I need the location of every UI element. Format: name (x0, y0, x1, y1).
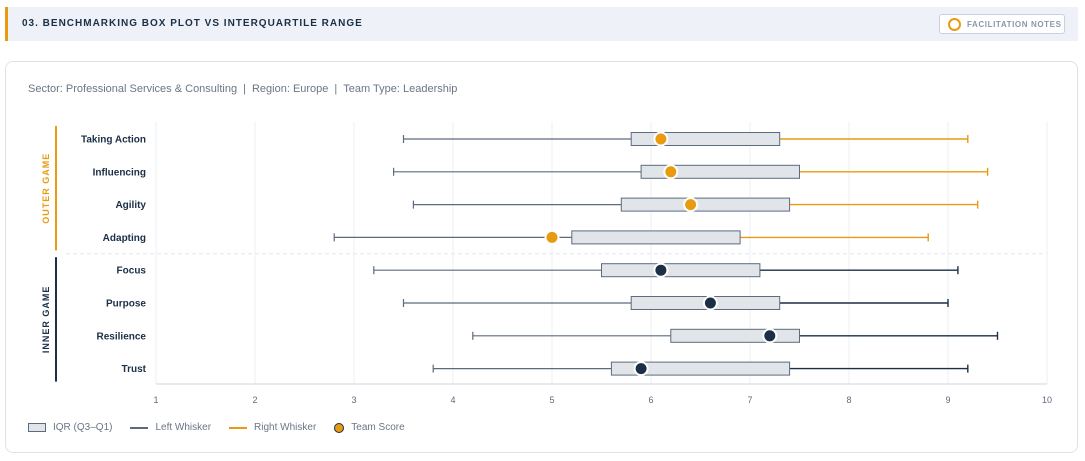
iqr-box (571, 230, 741, 245)
x-tick-label: 7 (747, 395, 752, 405)
iqr-box (640, 164, 800, 179)
x-tick-label: 9 (945, 395, 950, 405)
iqr-box (620, 197, 791, 212)
filter-separator: | (243, 83, 246, 95)
team-score-point (653, 262, 669, 278)
right-whisker-swatch (229, 426, 248, 429)
row-label: Purpose (106, 299, 146, 310)
section-header: 03. BENCHMARKING BOX PLOT VS INTERQUARTI… (5, 7, 1078, 41)
filter-summary: Sector: Professional Services & Consulti… (28, 83, 457, 95)
team-type-filter: Team Type: Leadership (343, 83, 458, 95)
group-label: INNER GAME (41, 286, 51, 354)
legend-right-whisker-label: Right Whisker (254, 422, 317, 433)
left-whisker-swatch (130, 426, 149, 429)
circle-icon (948, 17, 961, 31)
section-title: 03. BENCHMARKING BOX PLOT VS INTERQUARTI… (22, 18, 363, 29)
group-label: OUTER GAME (41, 153, 51, 224)
row-label: Focus (117, 266, 147, 277)
filter-separator: | (334, 83, 338, 95)
x-tick-label: 2 (252, 395, 257, 405)
x-tick-label: 6 (648, 395, 653, 405)
iqr-box (630, 132, 781, 146)
x-tick-label: 5 (549, 395, 554, 405)
row-label: Taking Action (81, 135, 146, 146)
iqr-box (610, 361, 791, 376)
chart-card: Sector: Professional Services & Consulti… (5, 61, 1078, 453)
team-score-point (653, 131, 669, 147)
row-label: Adapting (103, 233, 146, 244)
legend-left-whisker: Left Whisker (130, 422, 211, 433)
x-tick-label: 4 (450, 395, 455, 405)
x-tick-label: 1 (153, 395, 158, 405)
team-score-point (702, 295, 718, 311)
row-label: Agility (115, 200, 146, 211)
team-score-point (633, 361, 649, 377)
iqr-swatch (28, 423, 46, 432)
legend-right-whisker: Right Whisker (229, 422, 316, 433)
legend-left-whisker-label: Left Whisker (155, 422, 212, 433)
box-plot-chart: 1 2 3 4 5 6 7 8 9 10 OUTER GAME Taking Action Influe… (41, 122, 1052, 405)
iqr-box (670, 328, 800, 343)
legend-team-score-label: Team Score (351, 422, 405, 433)
x-tick-label: 10 (1042, 395, 1052, 405)
row-label: Resilience (97, 331, 147, 342)
sector-filter: Sector: Professional Services & Consulti… (28, 83, 238, 95)
row-label: Trust (122, 364, 147, 375)
team-score-point (544, 229, 560, 245)
x-tick-label: 8 (846, 395, 851, 405)
iqr-box (601, 263, 761, 278)
team-score-point (762, 328, 778, 344)
legend-iqr: IQR (Q3–Q1) (28, 422, 112, 433)
legend-iqr-label: IQR (Q3–Q1) (53, 422, 113, 433)
row-label: Influencing (93, 167, 146, 178)
team-score-swatch (334, 422, 345, 433)
facilitation-notes-button[interactable]: FACILITATION NOTES (939, 14, 1065, 34)
legend-team-score: Team Score (334, 422, 405, 433)
x-tick-label: 3 (351, 395, 356, 405)
team-score-point (663, 164, 679, 180)
chart-legend: IQR (Q3–Q1) Left Whisker Right Whisker T… (28, 422, 423, 433)
team-score-point (683, 197, 699, 213)
facilitation-notes-label: FACILITATION NOTES (967, 19, 1062, 29)
region-filter: Region: Europe (251, 83, 329, 95)
